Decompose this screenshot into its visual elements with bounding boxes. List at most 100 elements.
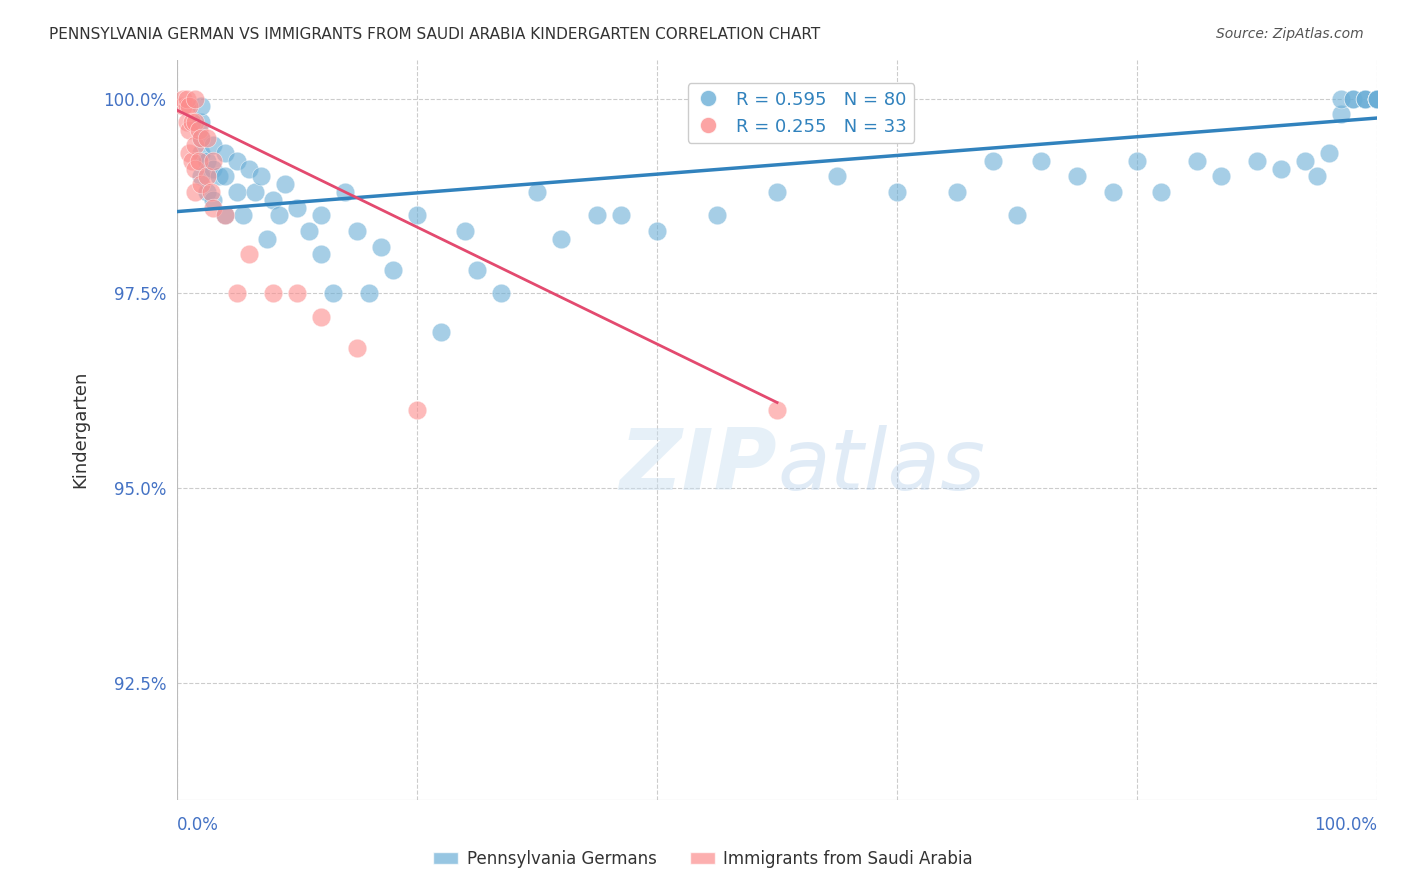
Point xyxy=(202,201,225,215)
Point xyxy=(176,99,198,113)
Point xyxy=(489,286,512,301)
Point xyxy=(180,115,202,129)
Point xyxy=(180,153,202,168)
Point xyxy=(550,232,572,246)
Point xyxy=(1365,91,1388,105)
Point xyxy=(179,146,201,161)
Point xyxy=(981,153,1004,168)
Point xyxy=(335,185,357,199)
Point xyxy=(645,224,668,238)
Point xyxy=(359,286,381,301)
Point xyxy=(1005,209,1028,223)
Point xyxy=(886,185,908,199)
Point xyxy=(226,286,249,301)
Point xyxy=(706,209,728,223)
Point xyxy=(382,263,405,277)
Legend: Pennsylvania Germans, Immigrants from Saudi Arabia: Pennsylvania Germans, Immigrants from Sa… xyxy=(426,844,980,875)
Text: 0.0%: 0.0% xyxy=(177,815,219,833)
Point xyxy=(1354,91,1376,105)
Point xyxy=(190,178,212,192)
Point xyxy=(184,138,207,153)
Text: atlas: atlas xyxy=(778,425,986,508)
Point xyxy=(187,153,209,168)
Point xyxy=(1246,153,1268,168)
Point xyxy=(184,115,207,129)
Point xyxy=(406,403,429,417)
Point xyxy=(1330,107,1353,121)
Point xyxy=(1365,91,1388,105)
Point xyxy=(214,209,236,223)
Point xyxy=(946,185,969,199)
Point xyxy=(226,153,249,168)
Point xyxy=(202,138,225,153)
Point xyxy=(1365,91,1388,105)
Point xyxy=(526,185,548,199)
Point xyxy=(184,161,207,176)
Point xyxy=(1365,91,1388,105)
Point xyxy=(245,185,267,199)
Text: Source: ZipAtlas.com: Source: ZipAtlas.com xyxy=(1216,27,1364,41)
Point xyxy=(195,169,218,184)
Point xyxy=(1066,169,1088,184)
Point xyxy=(1365,91,1388,105)
Point xyxy=(285,286,308,301)
Point xyxy=(172,91,194,105)
Text: PENNSYLVANIA GERMAN VS IMMIGRANTS FROM SAUDI ARABIA KINDERGARTEN CORRELATION CHA: PENNSYLVANIA GERMAN VS IMMIGRANTS FROM S… xyxy=(49,27,821,42)
Point xyxy=(430,326,453,340)
Point xyxy=(1354,91,1376,105)
Point xyxy=(184,91,207,105)
Point xyxy=(190,146,212,161)
Point xyxy=(232,209,254,223)
Point xyxy=(269,209,291,223)
Point xyxy=(1102,185,1125,199)
Point xyxy=(262,193,284,207)
Point xyxy=(214,169,236,184)
Point xyxy=(1150,185,1173,199)
Point xyxy=(190,130,212,145)
Point xyxy=(298,224,321,238)
Point xyxy=(309,310,332,324)
Point xyxy=(825,169,848,184)
Point xyxy=(1270,161,1292,176)
Point xyxy=(190,99,212,113)
Point xyxy=(262,286,284,301)
Text: 100.0%: 100.0% xyxy=(1315,815,1376,833)
Y-axis label: Kindergarten: Kindergarten xyxy=(72,371,89,489)
Point xyxy=(1365,91,1388,105)
Point xyxy=(285,201,308,215)
Point xyxy=(179,99,201,113)
Point xyxy=(465,263,488,277)
Point xyxy=(406,209,429,223)
Point xyxy=(1209,169,1232,184)
Legend: R = 0.595   N = 80, R = 0.255   N = 33: R = 0.595 N = 80, R = 0.255 N = 33 xyxy=(688,84,914,143)
Point xyxy=(1365,91,1388,105)
Point xyxy=(202,193,225,207)
Point xyxy=(1294,153,1316,168)
Point xyxy=(766,185,789,199)
Point xyxy=(586,209,609,223)
Point xyxy=(226,185,249,199)
Point xyxy=(274,178,297,192)
Point xyxy=(346,341,368,355)
Point xyxy=(190,169,212,184)
Point xyxy=(1185,153,1208,168)
Point xyxy=(238,247,260,261)
Point xyxy=(346,224,368,238)
Point xyxy=(190,130,212,145)
Point xyxy=(370,239,392,253)
Point xyxy=(176,115,198,129)
Point xyxy=(1306,169,1329,184)
Point xyxy=(1341,91,1364,105)
Point xyxy=(200,185,222,199)
Point xyxy=(1354,91,1376,105)
Point xyxy=(214,209,236,223)
Point xyxy=(208,169,231,184)
Point xyxy=(1126,153,1149,168)
Point xyxy=(202,153,225,168)
Point xyxy=(1365,91,1388,105)
Point xyxy=(214,146,236,161)
Point xyxy=(1330,91,1353,105)
Point xyxy=(172,99,194,113)
Point xyxy=(1341,91,1364,105)
Point xyxy=(256,232,278,246)
